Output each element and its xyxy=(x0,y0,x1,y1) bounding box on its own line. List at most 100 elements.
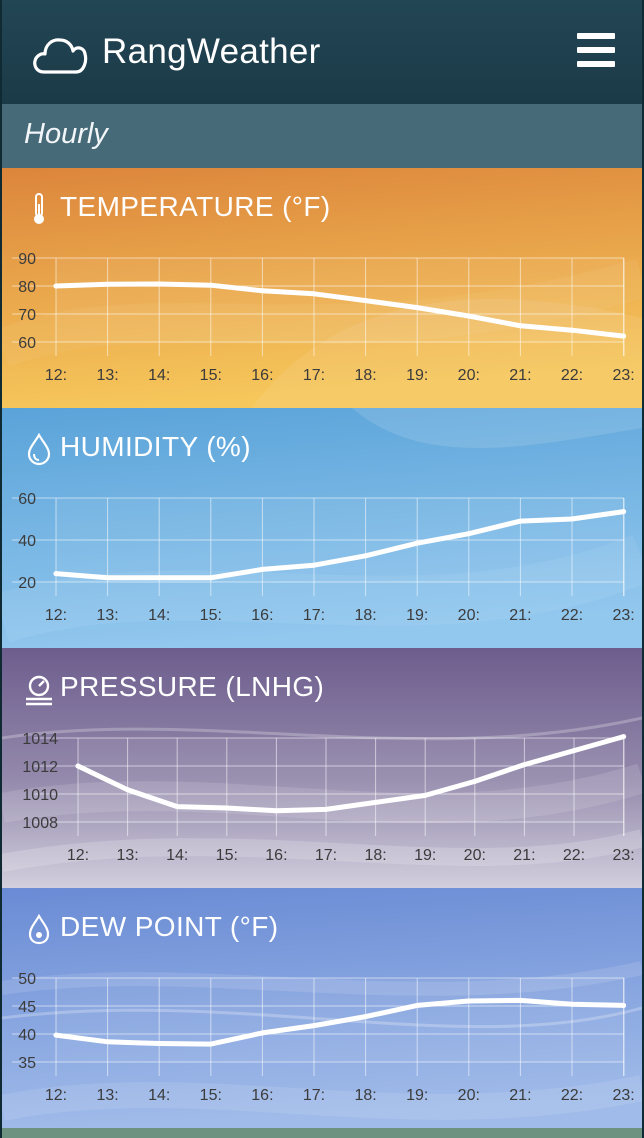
x-tick-label: 19: xyxy=(406,1087,428,1104)
data-point xyxy=(414,1002,420,1008)
data-point xyxy=(517,323,523,329)
data-point xyxy=(363,1014,369,1020)
hamburger-menu-icon[interactable] xyxy=(577,33,615,67)
y-tick-label: 40 xyxy=(18,1027,36,1044)
temperature-chart: 90 80 70 60 12: 13: 14: 15: 16: 17: 18: 19: 20: 21: 22… xyxy=(12,251,635,384)
data-point xyxy=(156,1041,162,1047)
pressure-panel[interactable]: PRESSURE (LNHG) 1014 1012 1010 1008 12: 13: 14… xyxy=(2,648,642,888)
data-point xyxy=(53,571,59,577)
x-tick-label: 12: xyxy=(45,367,67,384)
data-point xyxy=(105,281,111,287)
x-tick-label: 22: xyxy=(561,607,583,624)
y-tick-label: 40 xyxy=(18,533,36,550)
y-tick-label: 50 xyxy=(18,971,36,988)
data-point xyxy=(466,531,472,537)
panel-title: PRESSURE (LNHG) xyxy=(60,671,325,702)
data-point xyxy=(259,566,265,572)
x-tick-label: 18: xyxy=(354,367,376,384)
data-point xyxy=(571,748,577,754)
data-point xyxy=(621,1002,627,1008)
temperature-panel[interactable]: TEMPERATURE (°F) 90 80 70 60 12: 13: 14: 15: 16:… xyxy=(2,168,642,408)
x-tick-label: 17: xyxy=(303,367,325,384)
pressure-chart: 1014 1012 1010 1008 12: 13: 14: 15: 16: 17: 18: 19:… xyxy=(22,731,634,864)
x-tick-label: 18: xyxy=(364,847,386,864)
thermometer-icon xyxy=(34,193,44,224)
x-tick-label: 20: xyxy=(458,367,480,384)
x-tick-label: 13: xyxy=(116,847,138,864)
x-tick-label: 21: xyxy=(509,607,531,624)
x-tick-label: 17: xyxy=(303,607,325,624)
humidity-chart: 60 40 20 12: 13: 14: 15: 16: 17: 18: 19: 20: 21: 22: 2… xyxy=(12,491,635,624)
data-point xyxy=(53,1032,59,1038)
x-tick-label: 16: xyxy=(251,1087,273,1104)
x-tick-label: 15: xyxy=(216,847,238,864)
x-tick-label: 13: xyxy=(96,367,118,384)
y-tick-label: 70 xyxy=(18,307,36,324)
data-point xyxy=(156,575,162,581)
data-point xyxy=(208,282,214,288)
x-tick-label: 13: xyxy=(96,607,118,624)
data-point xyxy=(105,1039,111,1045)
x-tick-label: 13: xyxy=(96,1087,118,1104)
x-tick-label: 23: xyxy=(612,1087,634,1104)
data-point xyxy=(621,333,627,339)
x-tick-label: 20: xyxy=(458,607,480,624)
panel-title: HUMIDITY (%) xyxy=(60,431,251,462)
pressure-gauge-icon xyxy=(26,675,52,706)
data-point xyxy=(466,313,472,319)
data-point xyxy=(323,806,329,812)
y-tick-label: 1010 xyxy=(22,787,58,804)
x-tick-label: 23: xyxy=(612,607,634,624)
data-point xyxy=(208,575,214,581)
x-tick-label: 21: xyxy=(509,367,531,384)
data-point xyxy=(311,562,317,568)
y-tick-label: 35 xyxy=(18,1055,36,1072)
y-tick-label: 20 xyxy=(18,575,36,592)
x-tick-label: 19: xyxy=(414,847,436,864)
x-tick-label: 19: xyxy=(406,607,428,624)
x-tick-label: 17: xyxy=(315,847,337,864)
dew-point-panel[interactable]: DEW POINT (°F) 50 45 40 35 12: 13: 14: 15: 16: 17… xyxy=(2,888,642,1128)
panel-title: TEMPERATURE (°F) xyxy=(60,191,331,222)
x-tick-label: 22: xyxy=(561,367,583,384)
x-tick-label: 23: xyxy=(612,847,634,864)
x-tick-label: 12: xyxy=(45,607,67,624)
y-tick-label: 60 xyxy=(18,335,36,352)
panel-background xyxy=(2,168,642,408)
x-tick-label: 15: xyxy=(200,607,222,624)
data-point xyxy=(414,540,420,546)
data-point xyxy=(517,518,523,524)
x-tick-label: 18: xyxy=(354,607,376,624)
data-point xyxy=(373,799,379,805)
data-point xyxy=(363,553,369,559)
dew-drop-icon xyxy=(28,913,50,945)
data-point xyxy=(156,281,162,287)
x-tick-label: 21: xyxy=(513,847,535,864)
data-point xyxy=(422,792,428,798)
x-tick-label: 15: xyxy=(200,367,222,384)
data-point xyxy=(466,998,472,1004)
series-line xyxy=(53,509,627,581)
x-tick-label: 14: xyxy=(148,367,170,384)
y-tick-label: 80 xyxy=(18,279,36,296)
data-point xyxy=(621,734,627,740)
data-point xyxy=(363,298,369,304)
x-tick-label: 14: xyxy=(148,1087,170,1104)
x-tick-label: 16: xyxy=(251,367,273,384)
x-tick-label: 12: xyxy=(67,847,89,864)
cloud-icon xyxy=(33,38,88,74)
data-point xyxy=(472,778,478,784)
data-point xyxy=(208,1041,214,1047)
section-title: Hourly xyxy=(24,118,108,150)
panel-background xyxy=(2,408,642,648)
y-tick-label: 60 xyxy=(18,491,36,508)
x-tick-label: 14: xyxy=(148,607,170,624)
data-point xyxy=(259,288,265,294)
series-line xyxy=(53,997,627,1047)
humidity-panel[interactable]: HUMIDITY (%) 60 40 20 12: 13: 14: 15: 16: 17: 18:… xyxy=(2,408,642,648)
y-tick-label: 1012 xyxy=(22,759,58,776)
x-tick-label: 21: xyxy=(509,1087,531,1104)
series-line xyxy=(53,281,627,339)
y-tick-label: 1008 xyxy=(22,815,58,832)
app-title: RangWeather xyxy=(102,32,321,71)
